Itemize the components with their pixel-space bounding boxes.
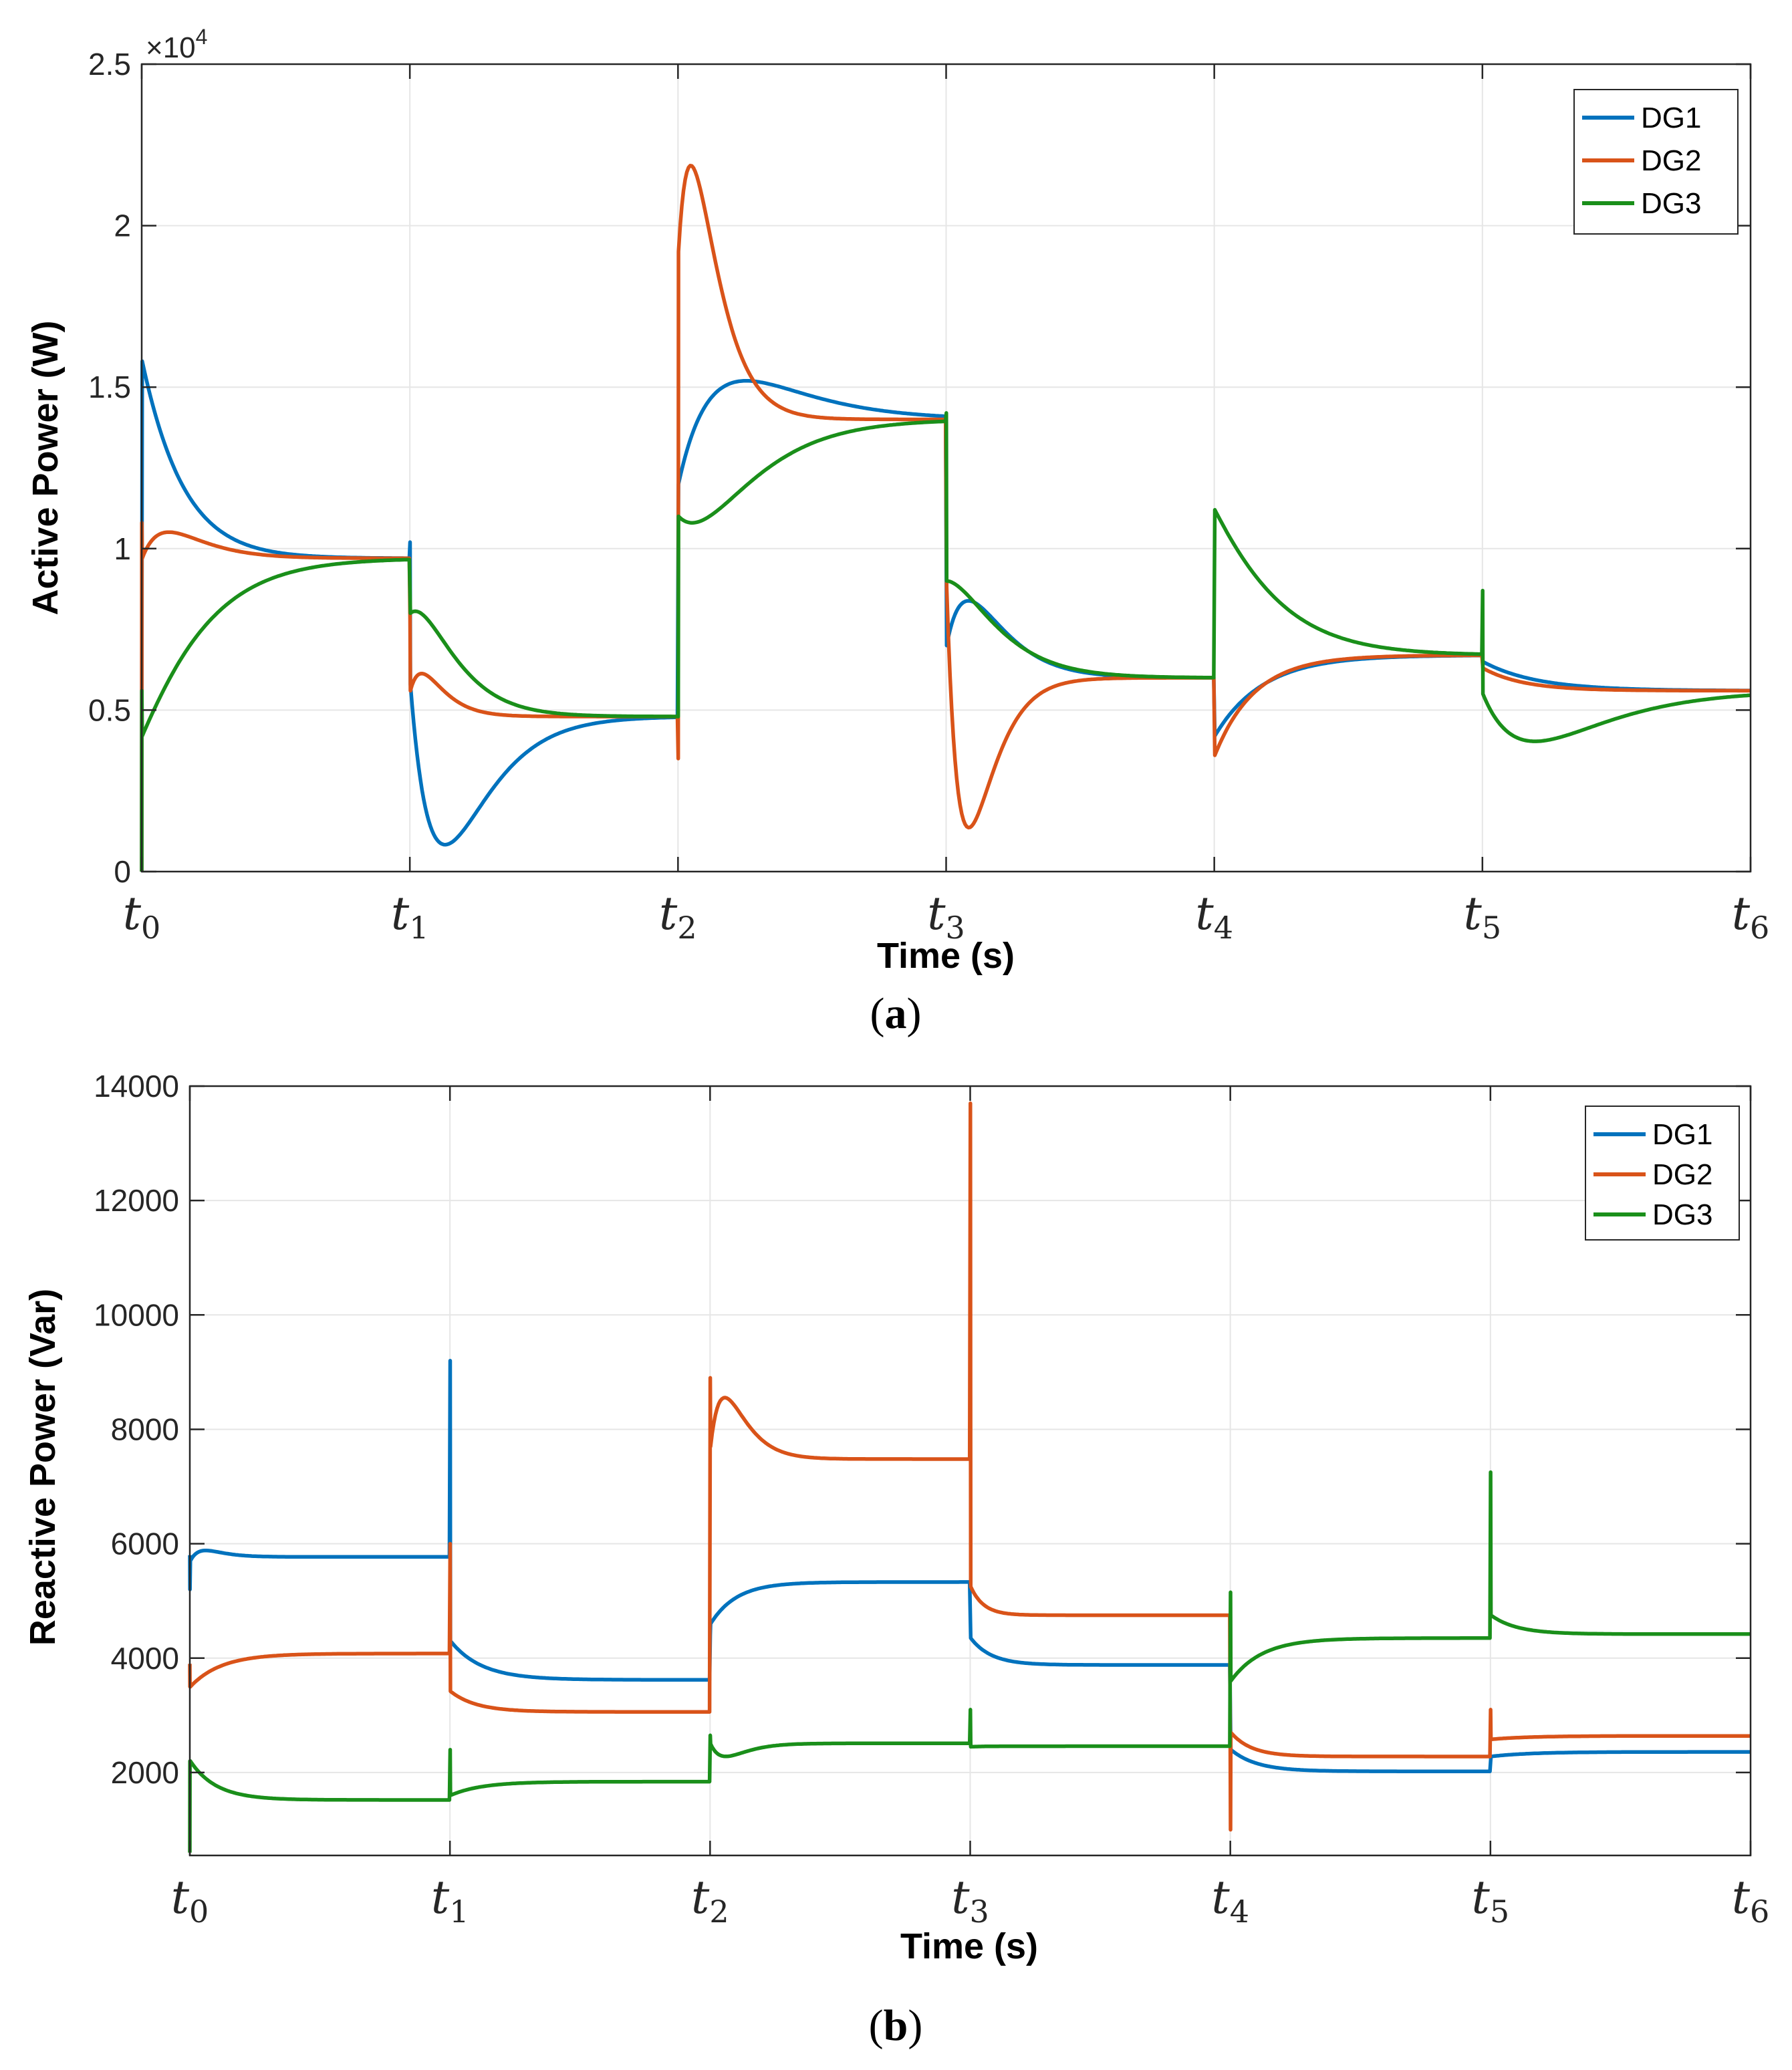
series-a (140, 164, 1751, 872)
y-tick-label: 0.5 (88, 692, 131, 727)
y-tick-label: 8000 (111, 1412, 179, 1446)
y-axis-label-b: Reactive Power (Var) (23, 1289, 63, 1646)
x-tick-label: t5 (1464, 888, 1502, 946)
legend-a: DG1 DG2 DG3 (1573, 89, 1739, 235)
x-tick-label: t3 (927, 888, 965, 946)
series-line-dg3 (140, 411, 1751, 872)
x-axis-label-a: Time (s) (877, 936, 1015, 976)
y-tick-label: 12000 (94, 1183, 179, 1218)
y-axis-label-a: Active Power (W) (25, 320, 66, 615)
panel-b-reactive-power: 2000 4000 6000 8000 10000 12000 14000 t0 t1 t2 t3… (23, 1069, 1769, 2050)
caption-b: (b) (869, 2001, 923, 2050)
legend-label-dg2: DG2 (1652, 1158, 1712, 1191)
legend-label-dg3: DG3 (1652, 1198, 1712, 1231)
y-tick-label: 4000 (111, 1641, 179, 1676)
y-tick-label: 6000 (111, 1527, 179, 1561)
legend-label-dg1: DG1 (1641, 102, 1701, 134)
x-tick-label: t4 (1195, 888, 1233, 946)
x-tick-label: t2 (659, 888, 697, 946)
x-tick-label: t3 (951, 1871, 989, 1930)
y-exponent-a: ×104 (146, 25, 207, 64)
series-line-dg3 (188, 1470, 1751, 1853)
x-ticks-a: t0 t1 t2 t3 t4 t5 t6 (123, 64, 1770, 946)
series-b (188, 1101, 1751, 1853)
y-tick-label: 0 (114, 854, 131, 889)
y-tick-label: 1.5 (88, 370, 131, 404)
legend-label-dg1: DG1 (1652, 1118, 1712, 1151)
x-ticks-b: t0 t1 t2 t3 t4 t5 t6 (171, 1086, 1770, 1930)
x-tick-label: t5 (1472, 1871, 1510, 1930)
y-tick-label: 14000 (94, 1069, 179, 1104)
legend-b: DG1 DG2 DG3 (1585, 1106, 1740, 1241)
x-tick-label: t2 (691, 1871, 729, 1930)
x-tick-label: t0 (123, 888, 161, 946)
caption-a: (a) (870, 989, 922, 1038)
y-tick-label: 10000 (94, 1297, 179, 1332)
y-tick-label: 2.5 (88, 47, 131, 82)
x-tick-label: t1 (431, 1871, 469, 1930)
x-tick-label: t6 (1732, 1871, 1770, 1930)
legend-label-dg2: DG2 (1641, 144, 1701, 177)
y-ticks-a: 0 0.5 1 1.5 2 2.5 (88, 47, 1751, 889)
legend-label-dg3: DG3 (1641, 187, 1701, 220)
y-tick-label: 2 (114, 209, 131, 243)
x-tick-label: t0 (171, 1871, 209, 1930)
x-axis-label-b: Time (s) (900, 1926, 1038, 1966)
series-line-dg2 (188, 1101, 1751, 1832)
y-tick-label: 2000 (111, 1755, 179, 1790)
x-tick-label: t4 (1211, 1871, 1249, 1930)
x-tick-label: t6 (1732, 888, 1770, 946)
y-tick-label: 1 (114, 531, 131, 566)
panel-a-active-power: 0 0.5 1 1.5 2 2.5 t0 t1 t2 t3 t4 t5 t6 ×104 Active … (25, 25, 1769, 1038)
x-tick-label: t1 (391, 888, 429, 946)
